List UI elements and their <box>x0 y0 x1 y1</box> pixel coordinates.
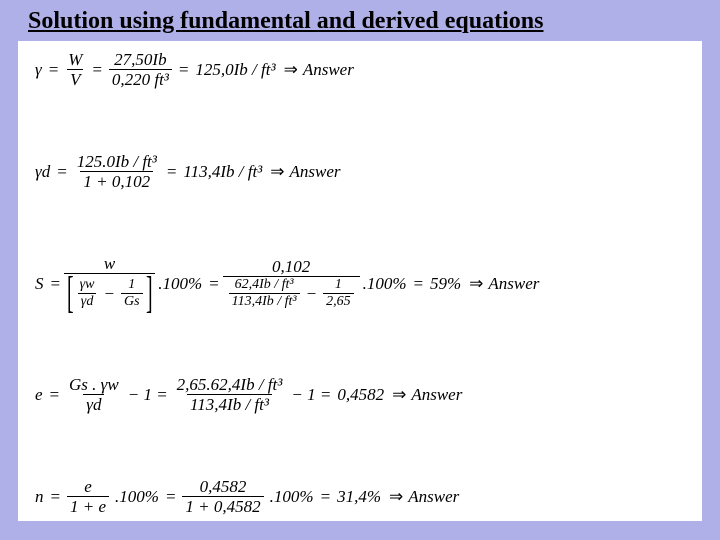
eq5-eq: = <box>50 488 61 505</box>
eq2-num: 125.0Ib / ft³ <box>74 153 160 171</box>
equations-panel: γ = W V = 27,50Ib 0,220 ft³ = 125,0Ib / … <box>18 41 702 521</box>
eq2-eq2: = <box>166 163 177 180</box>
eq3-outer-den: [ γw γd − 1 Gs ] <box>64 273 155 310</box>
eq5-t100b: .100% <box>270 488 314 505</box>
bracket-right-icon: ] <box>146 275 153 310</box>
arrow-icon: ⇒ <box>284 61 298 78</box>
eq4-answer: Answer <box>411 386 462 403</box>
eq1-eq2: = <box>91 61 102 78</box>
eq4-frac1: Gs . γw γd <box>66 376 122 413</box>
eq4-result: 0,4582 <box>337 386 384 403</box>
eq2-lhs: γd <box>35 163 50 180</box>
eq5-eq2: = <box>165 488 176 505</box>
eq5-eq3: = <box>320 488 331 505</box>
eq2-result: 113,4Ib / ft³ <box>183 163 262 180</box>
eq4-f1-den: γd <box>83 394 104 413</box>
arrow-icon: ⇒ <box>469 275 483 292</box>
eq3-mdl-den: 113,4Ib / ft³ <box>229 293 300 309</box>
eq5-answer: Answer <box>408 488 459 505</box>
bracket-left-icon: [ <box>67 275 74 310</box>
eq3-lhs: S <box>35 275 44 292</box>
eq5-f2-num: 0,4582 <box>197 478 250 496</box>
eq2-eq: = <box>56 163 67 180</box>
eq3-den-right: 1 Gs <box>121 278 143 309</box>
arrow-icon: ⇒ <box>392 386 406 403</box>
eq1-frac2-den: 0,220 ft³ <box>109 69 172 88</box>
eq3-outer-num: w <box>101 255 118 273</box>
eq3-den-left: γw γd <box>77 278 98 309</box>
eq3-md-left: 62,4Ib / ft³ 113,4Ib / ft³ <box>229 278 300 309</box>
eq3-dl-num: γw <box>77 278 98 293</box>
eq3-dl-den: γd <box>78 293 97 309</box>
eq4-minus2: − 1 = <box>291 386 331 403</box>
eq5-t100a: .100% <box>115 488 159 505</box>
eq3-answer: Answer <box>488 275 539 292</box>
eq3-mid-frac: 0,102 62,4Ib / ft³ 113,4Ib / ft³ − 1 2,6… <box>223 258 360 309</box>
eq3-mdr-num: 1 <box>332 278 345 293</box>
eq1-answer: Answer <box>303 61 354 78</box>
eq1-frac2: 27,50Ib 0,220 ft³ <box>109 51 172 88</box>
eq3-eq: = <box>50 275 61 292</box>
eq2-den: 1 + 0,102 <box>80 171 153 190</box>
eq1-frac1: W V <box>65 51 85 88</box>
eq5-lhs: n <box>35 488 44 505</box>
eq3-outer-frac: w [ γw γd − 1 Gs ] <box>64 255 155 310</box>
eq4-lhs: e <box>35 386 43 403</box>
eq1-eq3: = <box>178 61 189 78</box>
eq2-frac: 125.0Ib / ft³ 1 + 0,102 <box>74 153 160 190</box>
eq3-mdr-den: 2,65 <box>323 293 354 309</box>
equation-void-ratio: e = Gs . γw γd − 1 = 2,65.62,4Ib / ft³ 1… <box>32 376 688 413</box>
eq4-eq: = <box>49 386 60 403</box>
page-title: Solution using fundamental and derived e… <box>0 0 720 41</box>
eq3-minus2: − <box>306 285 317 302</box>
eq5-result: 31,4% <box>337 488 381 505</box>
eq1-frac2-num: 27,50Ib <box>111 51 169 69</box>
eq4-f2-num: 2,65.62,4Ib / ft³ <box>174 376 286 394</box>
eq5-f2-den: 1 + 0,4582 <box>182 496 263 515</box>
eq3-result: 59% <box>430 275 461 292</box>
eq1-frac1-num: W <box>65 51 85 69</box>
eq4-f2-den: 113,4Ib / ft³ <box>187 394 272 413</box>
eq3-t100b: .100% <box>363 275 407 292</box>
arrow-icon: ⇒ <box>389 488 403 505</box>
eq4-frac2: 2,65.62,4Ib / ft³ 113,4Ib / ft³ <box>174 376 286 413</box>
eq3-mid-num: 0,102 <box>269 258 313 276</box>
eq3-mid-den: 62,4Ib / ft³ 113,4Ib / ft³ − 1 2,65 <box>223 276 360 309</box>
eq3-mdl-num: 62,4Ib / ft³ <box>232 278 297 293</box>
arrow-icon: ⇒ <box>270 163 284 180</box>
equation-porosity: n = e 1 + e .100% = 0,4582 1 + 0,4582 .1… <box>32 478 688 515</box>
eq5-f1-den: 1 + e <box>67 496 109 515</box>
eq1-result: 125,0Ib / ft³ <box>195 61 275 78</box>
eq5-frac2: 0,4582 1 + 0,4582 <box>182 478 263 515</box>
eq3-t100a: .100% <box>158 275 202 292</box>
eq5-f1-num: e <box>81 478 95 496</box>
eq3-eq3: = <box>413 275 424 292</box>
eq3-minus: − <box>104 285 115 302</box>
eq3-eq2: = <box>208 275 219 292</box>
eq4-f1-num: Gs . γw <box>66 376 122 394</box>
eq5-frac1: e 1 + e <box>67 478 109 515</box>
eq1-eq: = <box>48 61 59 78</box>
eq3-dr-den: Gs <box>121 293 143 309</box>
equation-gamma: γ = W V = 27,50Ib 0,220 ft³ = 125,0Ib / … <box>32 51 688 88</box>
eq3-dr-num: 1 <box>125 278 138 293</box>
equation-gamma-d: γd = 125.0Ib / ft³ 1 + 0,102 = 113,4Ib /… <box>32 153 688 190</box>
eq1-frac1-den: V <box>67 69 83 88</box>
eq3-md-right: 1 2,65 <box>323 278 354 309</box>
eq4-minus1: − 1 = <box>128 386 168 403</box>
eq1-lhs: γ <box>35 61 42 78</box>
equation-saturation: S = w [ γw γd − 1 Gs ] .100% = 0,102 <box>32 255 688 310</box>
eq2-answer: Answer <box>290 163 341 180</box>
